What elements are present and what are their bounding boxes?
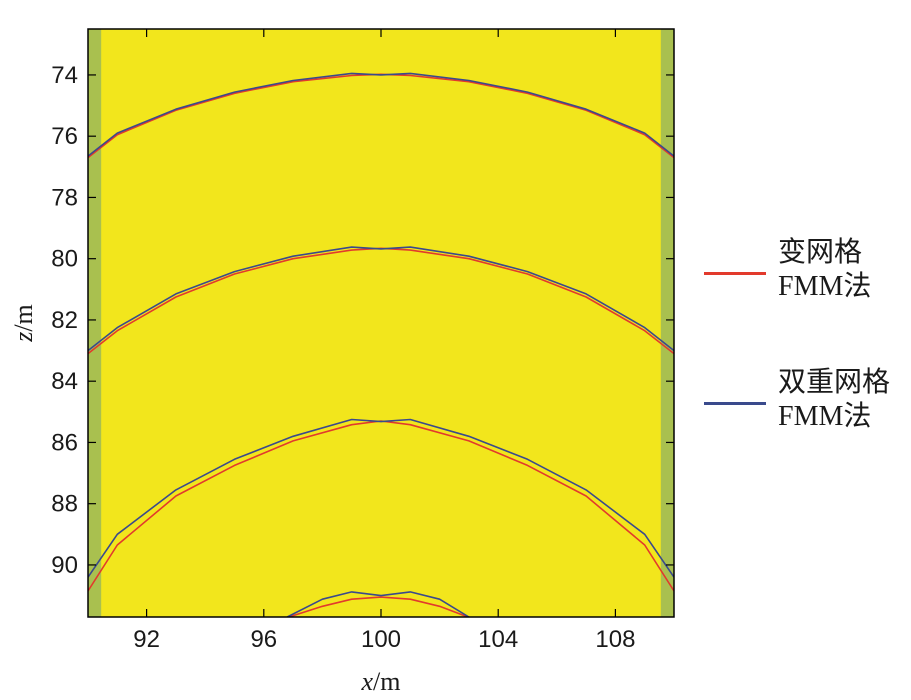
legend-label-variable-grid: 变网格 FMM法 bbox=[778, 236, 871, 304]
legend-label-line: FMM法 bbox=[778, 401, 872, 432]
edge-column bbox=[660, 29, 674, 617]
plot-background bbox=[88, 29, 674, 617]
legend-label-line: 双重网格 bbox=[778, 367, 891, 398]
legend-swatch-red bbox=[704, 272, 766, 275]
y-tick-label: 86 bbox=[51, 429, 78, 456]
x-tick-label: 100 bbox=[361, 626, 401, 653]
y-tick-label: 84 bbox=[51, 368, 78, 395]
y-tick-label: 90 bbox=[51, 552, 78, 579]
y-tick-label: 88 bbox=[51, 491, 78, 518]
series-2-front-1 bbox=[88, 72, 674, 157]
x-tick-label: 96 bbox=[250, 626, 277, 653]
legend-label-line: FMM法 bbox=[778, 271, 872, 302]
x-axis-label: x/m bbox=[361, 667, 401, 696]
series-1-front-4 bbox=[286, 596, 471, 617]
y-tick-label: 82 bbox=[51, 307, 78, 334]
series-2-front-3 bbox=[88, 418, 674, 578]
legend-label-double-grid: 双重网格 FMM法 bbox=[778, 366, 890, 434]
y-tick-label: 80 bbox=[51, 246, 78, 273]
x-axis-ticks: 92 96 100 104 108 bbox=[133, 29, 635, 653]
series-2-front-4 bbox=[286, 591, 470, 617]
x-tick-label: 92 bbox=[133, 626, 160, 653]
y-axis-ticks: 74 76 78 80 82 84 86 88 90 bbox=[51, 62, 674, 579]
edge-column bbox=[88, 29, 102, 617]
x-tick-label: 108 bbox=[595, 626, 635, 653]
y-axis-label: z/m bbox=[9, 304, 38, 343]
series-2-front-2 bbox=[88, 246, 674, 352]
legend-swatch-blue bbox=[704, 402, 766, 405]
y-tick-label: 74 bbox=[51, 62, 78, 89]
y-tick-label: 78 bbox=[51, 184, 78, 211]
y-tick-label: 76 bbox=[51, 123, 78, 150]
velocity-field bbox=[88, 29, 674, 617]
legend-label-line: 变网格 bbox=[778, 237, 863, 268]
x-tick-label: 104 bbox=[478, 626, 518, 653]
contour-curves bbox=[88, 72, 674, 617]
